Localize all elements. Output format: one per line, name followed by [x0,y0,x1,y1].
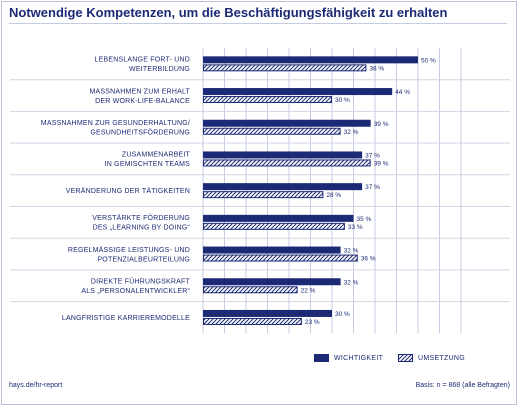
source-link: hays.de/hr-report [9,382,63,389]
category-label: LEBENSLANGE FORT- UND WEITERBILDUNG [95,57,190,74]
category-label: VERÄNDERUNG DER TÄTIGKEITEN [66,187,190,195]
category-label: MASSNAHMEN ZUM ERHALT DER WORK-LIFE-BALAN… [89,88,190,105]
category-label-line: POTENZIALBEURTEILUNG [97,256,190,263]
bar-umsetzung [203,64,367,72]
data-label-umsetzung: 32 % [344,129,359,136]
bar-umsetzung [203,222,345,230]
data-label-umsetzung: 23 % [305,319,320,326]
category-label-line: WEITERBILDUNG [129,66,190,73]
bar-wichtigkeit [203,56,418,64]
data-label-wichtigkeit: 37 % [365,152,380,159]
data-label-umsetzung: 36 % [361,256,376,263]
bar-wichtigkeit [203,151,363,159]
category-label: ZUSAMMENARBEIT IN GEMISCHTEN TEAMS [105,152,191,169]
category-label-line: MASSNAHMEN ZUR GESUNDERHALTUNG/ [41,120,190,127]
data-labels: 50 %38 %44 %30 %39 %32 %37 %39 %37 %28 %… [301,57,436,326]
bar-wichtigkeit [203,183,363,191]
bar-umsetzung [203,191,324,199]
bar-umsetzung [203,317,302,325]
legend-item-umsetzung: UMSETZUNG [398,354,465,362]
data-label-wichtigkeit: 32 % [344,279,359,286]
bar-wichtigkeit [203,119,371,127]
category-label-line: VERÄNDERUNG DER TÄTIGKEITEN [66,187,190,195]
data-label-wichtigkeit: 39 % [374,121,389,128]
data-label-umsetzung: 22 % [301,287,316,294]
bar-wichtigkeit [203,88,393,96]
category-label: LANGFRISTIGE KARRIEREMODELLE [62,315,190,322]
category-label-line: ZUSAMMENARBEIT [122,152,191,159]
data-label-umsetzung: 28 % [326,192,341,199]
legend-label-wichtigkeit: WICHTIGKEIT [334,354,384,362]
chart-grid [202,48,462,334]
data-label-wichtigkeit: 30 % [335,311,350,318]
category-labels: LEBENSLANGE FORT- UND WEITERBILDUNG MASSNA… [41,57,191,322]
bar-umsetzung [203,96,332,104]
category-label-line: MASSNAHMEN ZUM ERHALT [89,88,190,95]
title-divider [9,23,507,24]
data-label-wichtigkeit: 35 % [357,216,372,223]
data-label-wichtigkeit: 37 % [365,184,380,191]
legend-label-umsetzung: UMSETZUNG [418,354,466,362]
data-label-wichtigkeit: 50 % [421,57,436,64]
category-label: VERSTÄRKTE FÖRDERUNG DES „LEARNING BY DOI… [92,214,190,232]
category-label-line: REGELMÄSSIGE LEISTUNGS- UND [68,246,190,254]
category-label: REGELMÄSSIGE LEISTUNGS- UND POTENZIALBEUR… [68,246,190,263]
bar-umsetzung [203,127,341,135]
category-label-line: VERSTÄRKTE FÖRDERUNG [92,214,190,222]
bar-wichtigkeit [203,309,332,317]
data-label-umsetzung: 33 % [348,224,363,231]
category-label: MASSNAHMEN ZUR GESUNDERHALTUNG/GESUNDHEI… [41,120,190,137]
category-label-line: IN GEMISCHTEN TEAMS [105,161,190,168]
bar-umsetzung [203,254,358,262]
category-label: DIREKTE FÜHRUNGSKRAFT ALS „PERSONALENTWIC… [81,278,190,296]
data-label-wichtigkeit: 44 % [395,89,410,96]
category-label-line: LANGFRISTIGE KARRIEREMODELLE [62,315,190,322]
data-label-umsetzung: 38 % [369,65,384,72]
category-label-line: DER WORK-LIFE-BALANCE [95,98,190,105]
bar-wichtigkeit [203,246,341,254]
sample-basis-note: Basis: n = 868 (alle Befragten) [415,382,510,389]
bar-wichtigkeit [203,278,341,286]
page-title: Notwendige Kompetenzen, um die Beschäfti… [9,5,448,20]
bar-umsetzung [203,286,298,294]
legend-item-wichtigkeit: WICHTIGKEIT [314,354,383,362]
data-label-umsetzung: 30 % [335,97,350,104]
category-label-line: ALS „PERSONALENTWICKLER“ [81,288,190,295]
legend-swatch-solid [314,354,329,362]
data-label-wichtigkeit: 32 % [344,248,359,255]
category-label-line: DIREKTE FÜHRUNGSKRAFT [91,278,191,286]
bar-umsetzung [203,159,371,167]
bar-wichtigkeit [203,214,354,222]
bars [203,56,418,325]
category-label-line: GESUNDHEITSFÖRDERUNG [90,129,190,137]
data-label-umsetzung: 39 % [374,160,389,167]
category-label-line: DES „LEARNING BY DOING“ [93,225,191,232]
row-separators [10,79,510,303]
category-label-line: LEBENSLANGE FORT- UND [95,57,190,64]
legend-swatch-hatched [398,354,413,362]
